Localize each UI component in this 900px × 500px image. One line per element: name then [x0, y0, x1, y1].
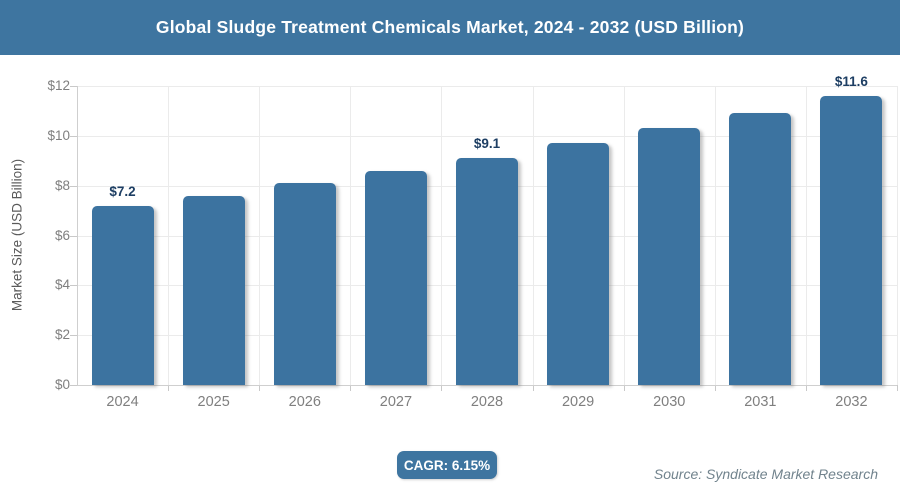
v-gridline: [714, 86, 716, 385]
x-tick: [532, 385, 534, 391]
x-tick: [259, 385, 261, 391]
cagr-badge: CAGR: 6.15%: [397, 451, 497, 479]
bar-2029: [547, 143, 610, 385]
v-gridline: [441, 86, 443, 385]
bar-2032: [820, 95, 883, 385]
x-tick-label: 2032: [835, 394, 868, 410]
y-axis-line: [77, 86, 78, 386]
x-tick-label: 2026: [288, 394, 321, 410]
x-tick: [350, 385, 352, 391]
v-gridline: [805, 86, 807, 385]
y-tick-label: $6: [54, 227, 70, 243]
bar-2030: [638, 128, 701, 385]
bar-value-label: $9.1: [473, 136, 501, 152]
bar-2025: [182, 195, 245, 385]
x-tick: [441, 385, 443, 391]
bar-2024: [91, 205, 154, 385]
cagr-badge-label: CAGR: 6.15%: [403, 457, 491, 473]
y-tick-label: $12: [47, 78, 70, 93]
y-tick: [70, 235, 77, 237]
y-tick: [70, 285, 77, 287]
h-gridline: [77, 86, 897, 87]
x-tick-label: 2030: [653, 394, 686, 410]
y-tick-label: $8: [54, 177, 70, 193]
x-tick-label: 2027: [379, 394, 413, 410]
y-tick: [70, 335, 77, 337]
bar-2028: [456, 158, 518, 385]
x-tick-label: 2028: [470, 394, 504, 410]
y-tick: [70, 385, 77, 386]
x-tick-label: 2024: [106, 394, 139, 410]
x-tick: [714, 385, 716, 391]
y-tick: [70, 86, 77, 87]
v-gridline: [259, 86, 261, 385]
y-tick-label: $4: [54, 277, 70, 293]
x-tick-label: 2025: [197, 394, 230, 410]
y-tick: [70, 185, 77, 187]
bar-2031: [729, 113, 792, 385]
source-credit: Source: Syndicate Market Research: [653, 466, 878, 482]
x-tick-label: 2031: [744, 394, 777, 410]
v-gridline: [623, 86, 625, 385]
chart-canvas: Market Size (USD Billion) $0 $2 $4 $6 $8 $10 $…: [0, 55, 900, 440]
bar-2027: [364, 170, 427, 385]
x-axis-line: [77, 385, 897, 386]
x-tick: [623, 385, 625, 391]
y-tick-label: $10: [47, 127, 70, 143]
v-gridline: [168, 86, 170, 385]
h-gridline: [77, 135, 897, 137]
x-tick: [168, 385, 170, 391]
x-tick: [805, 385, 807, 391]
chart-header: Global Sludge Treatment Chemicals Market…: [0, 0, 900, 55]
y-tick-label: $0: [54, 377, 70, 392]
chart-title: Global Sludge Treatment Chemicals Market…: [155, 17, 745, 37]
v-gridline: [532, 86, 534, 385]
bar-2026: [273, 183, 336, 385]
bar-value-label: $11.6: [834, 73, 868, 89]
x-tick: [897, 385, 898, 391]
plot-area: $0 $2 $4 $6 $8 $10 $12 $7.2 2024 2025 2026 2027 $9.1…: [0, 55, 900, 440]
y-tick: [70, 135, 77, 137]
y-tick-label: $2: [54, 327, 70, 343]
v-gridline: [897, 86, 898, 385]
v-gridline: [350, 86, 352, 385]
bar-value-label: $7.2: [109, 183, 136, 199]
x-tick-label: 2029: [561, 394, 595, 410]
